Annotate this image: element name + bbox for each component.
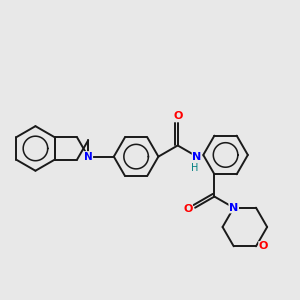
Text: N: N xyxy=(84,152,93,162)
Text: H: H xyxy=(191,163,199,173)
Text: O: O xyxy=(174,111,183,121)
Text: O: O xyxy=(183,204,193,214)
Text: N: N xyxy=(192,152,202,162)
Text: O: O xyxy=(259,241,268,251)
Text: N: N xyxy=(229,203,238,213)
